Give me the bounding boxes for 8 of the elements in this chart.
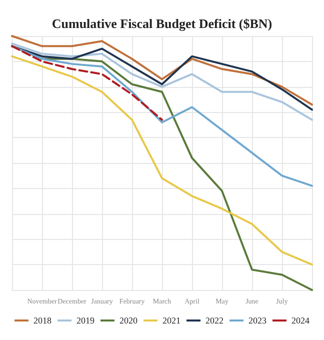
- legend-label: 2024: [292, 316, 310, 326]
- legend-label: 2021: [162, 316, 180, 326]
- legend-label: 2019: [76, 316, 95, 326]
- legend-label: 2020: [120, 316, 138, 326]
- legend-label: 2018: [34, 316, 52, 326]
- chart-title: Cumulative Fiscal Budget Deficit ($BN): [52, 16, 272, 31]
- legend-label: 2022: [206, 316, 224, 326]
- legend-label: 2023: [248, 316, 267, 326]
